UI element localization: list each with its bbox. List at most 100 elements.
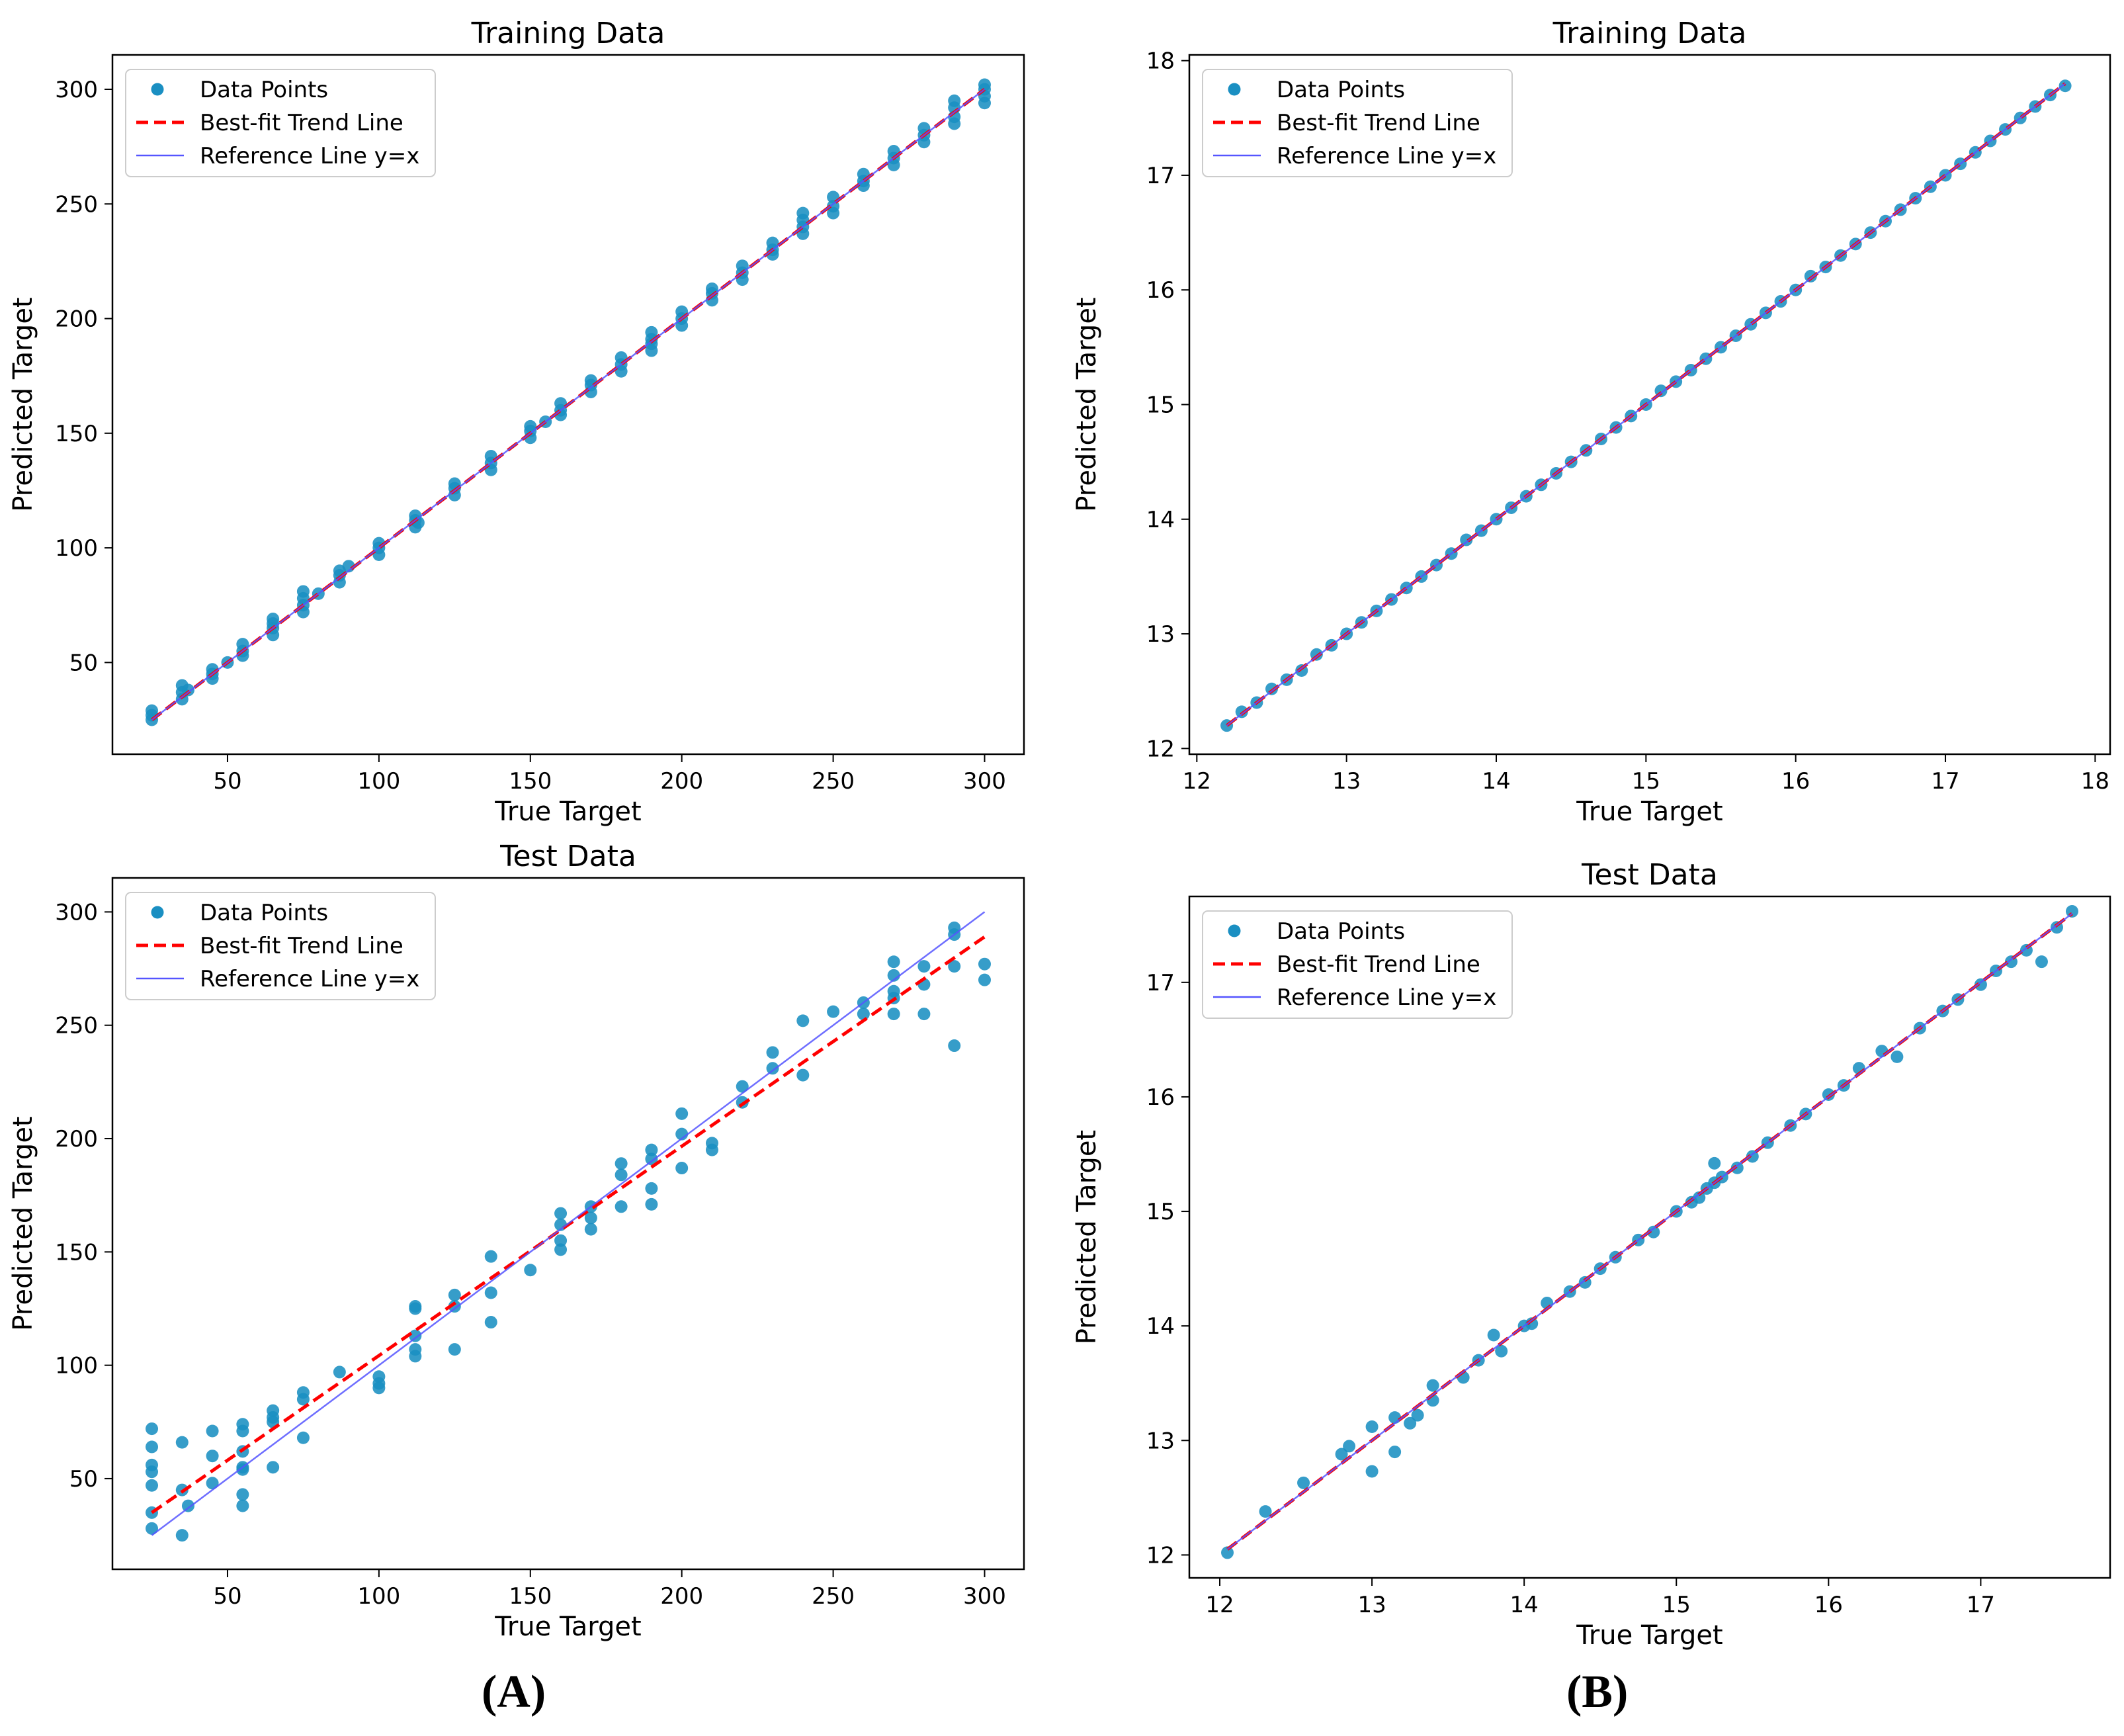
data-point: [887, 955, 900, 969]
legend-label-points: Data Points: [200, 77, 328, 103]
x-tick-label: 300: [963, 768, 1006, 795]
plot-area: [146, 78, 991, 726]
x-tick-label: 17: [1931, 768, 1959, 795]
data-point: [736, 259, 749, 273]
x-tick-label: 16: [1814, 1592, 1843, 1618]
panel-label-a: (A): [482, 1667, 546, 1717]
data-point: [524, 1264, 537, 1277]
data-point: [524, 419, 537, 433]
x-tick-label: 250: [812, 768, 855, 795]
data-point: [615, 1168, 628, 1182]
x-tick-label: 12: [1205, 1592, 1234, 1618]
data-point: [146, 1479, 159, 1492]
chart-title: Test Data: [499, 840, 636, 873]
x-tick-label: 14: [1510, 1592, 1539, 1618]
reference-line: [1226, 83, 2066, 726]
data-point: [409, 1350, 422, 1363]
y-tick-label: 150: [55, 421, 98, 447]
chart-title: Training Data: [471, 17, 665, 50]
data-point: [1411, 1409, 1424, 1422]
data-point: [705, 1143, 718, 1156]
legend-label-reference: Reference Line y=x: [1277, 984, 1496, 1011]
data-point: [675, 1107, 689, 1120]
x-tick-label: 15: [1662, 1592, 1691, 1618]
legend-points-marker: [151, 906, 164, 919]
y-axis-label: Predicted Target: [1072, 1130, 1102, 1344]
data-point: [645, 1197, 658, 1211]
data-point: [333, 1366, 346, 1379]
y-tick-label: 100: [55, 1353, 98, 1379]
data-point: [1708, 1156, 1721, 1170]
data-point: [1221, 1546, 1234, 1559]
data-point: [296, 585, 310, 598]
x-tick-label: 15: [1632, 768, 1660, 795]
data-point: [146, 1522, 159, 1535]
x-axis-label: True Target: [494, 1612, 641, 1642]
legend-points-marker: [151, 83, 164, 96]
data-point: [409, 1329, 422, 1342]
data-point: [1388, 1411, 1402, 1424]
data-point: [1525, 1317, 1539, 1330]
legend-points-marker: [1228, 924, 1241, 937]
data-point: [484, 1286, 497, 1299]
data-point: [978, 973, 991, 986]
y-tick-label: 200: [55, 1126, 98, 1152]
data-point: [796, 1068, 810, 1082]
y-tick-label: 13: [1146, 621, 1175, 648]
data-point: [645, 326, 658, 339]
trend-line: [151, 935, 986, 1514]
data-point: [146, 1440, 159, 1454]
legend-label-trend: Best-fit Trend Line: [200, 110, 404, 136]
plot-frame: [111, 54, 1025, 756]
x-tick-label: 50: [213, 768, 241, 795]
data-point: [409, 1302, 422, 1315]
data-point: [175, 1529, 189, 1542]
data-point: [766, 1046, 779, 1059]
data-point: [887, 1008, 900, 1021]
data-point: [1365, 1420, 1379, 1433]
x-tick-label: 250: [812, 1583, 855, 1610]
x-tick-label: 13: [1332, 768, 1361, 795]
data-point: [796, 1014, 810, 1027]
chart-B-test: Test Data 12 13 14 15 16 17 12 13 14 15 16 17 True Ta…: [1072, 858, 2111, 1651]
x-tick-label: 18: [2081, 768, 2109, 795]
data-point: [1487, 1328, 1500, 1342]
y-tick-label: 250: [55, 191, 98, 218]
x-tick-label: 200: [660, 768, 703, 795]
data-point: [2059, 79, 2072, 93]
chart-title: Training Data: [1552, 17, 1747, 50]
panel-label-b: (B): [1566, 1667, 1629, 1717]
y-tick-label: 17: [1146, 970, 1175, 996]
data-point: [146, 1422, 159, 1436]
legend-label-trend: Best-fit Trend Line: [1277, 110, 1480, 136]
x-tick-label: 200: [660, 1583, 703, 1610]
legend: Data Points Best-fit Trend Line Reference …: [1202, 910, 1513, 1019]
data-point: [554, 1207, 568, 1220]
data-point: [554, 1234, 568, 1247]
data-point: [1235, 705, 1248, 718]
data-point: [1746, 1150, 1759, 1163]
data-point: [296, 1431, 310, 1444]
legend-label-reference: Reference Line y=x: [200, 966, 419, 992]
plot-area: [1221, 905, 2078, 1559]
y-tick-label: 12: [1146, 1542, 1175, 1569]
reference-line: [151, 911, 986, 1536]
plot-area: [1220, 79, 2072, 732]
data-point: [181, 1499, 194, 1512]
y-tick-label: 13: [1146, 1428, 1175, 1454]
data-point: [584, 1211, 597, 1225]
data-point: [484, 1316, 497, 1329]
plot-frame: [111, 877, 1025, 1571]
data-point: [766, 236, 779, 249]
legend-box: [125, 892, 436, 1000]
y-axis-label: Predicted Target: [1072, 297, 1102, 511]
legend-label-reference: Reference Line y=x: [200, 143, 419, 169]
data-point: [1404, 1416, 1417, 1430]
data-point: [1822, 1088, 1835, 1101]
data-point: [1365, 1465, 1379, 1478]
data-point: [948, 960, 961, 973]
y-axis-label: Predicted Target: [8, 1116, 38, 1330]
data-point: [175, 1436, 189, 1449]
data-point: [554, 397, 568, 410]
data-point: [372, 1381, 386, 1395]
